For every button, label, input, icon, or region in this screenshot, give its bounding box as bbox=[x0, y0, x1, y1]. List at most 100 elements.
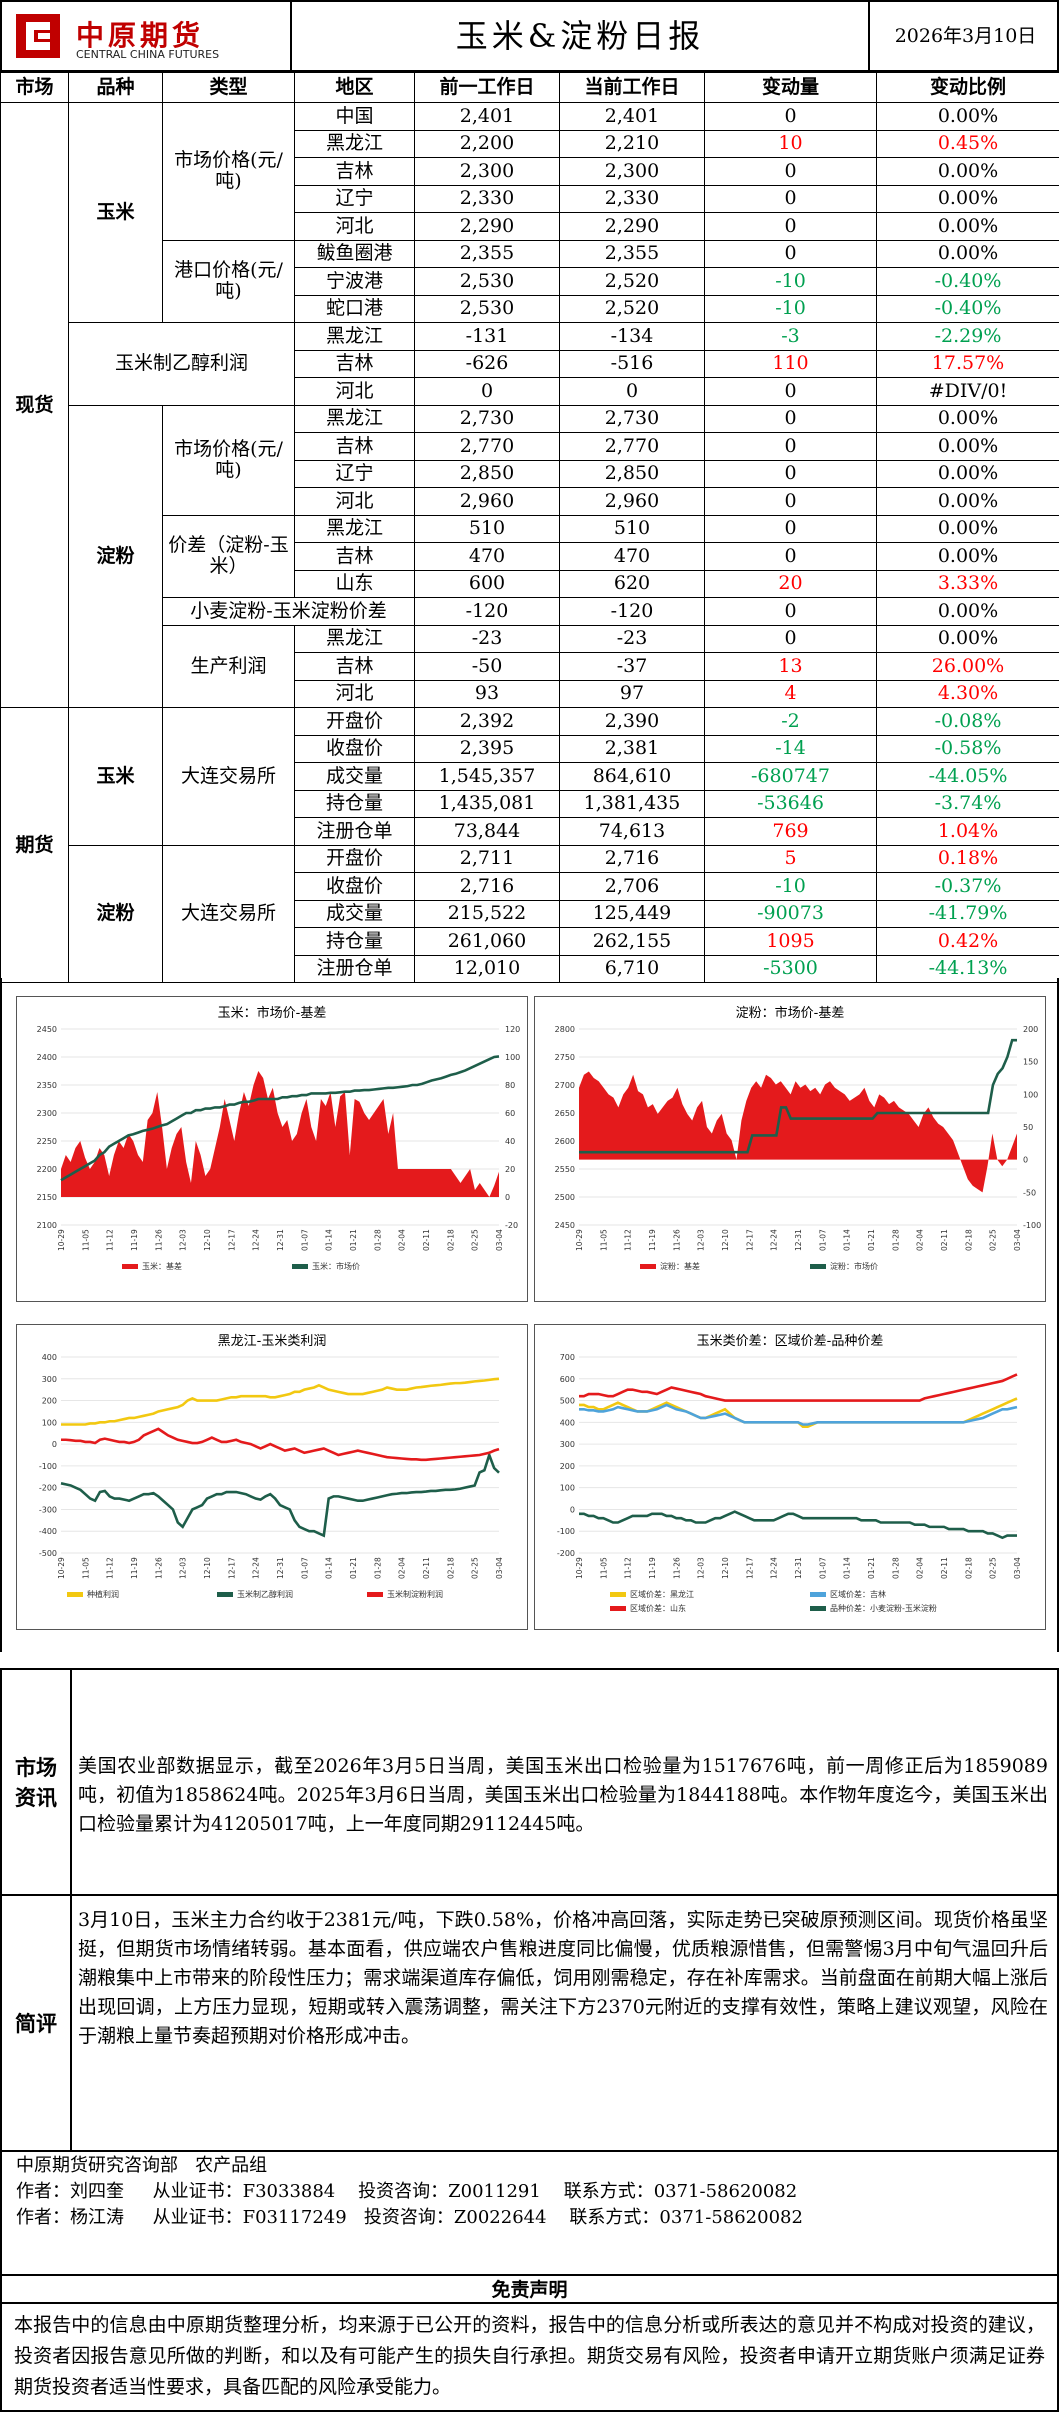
change-cell: -10 bbox=[704, 294, 877, 323]
column-header: 地区 bbox=[294, 72, 415, 103]
prev-value-cell: 1,545,357 bbox=[414, 762, 560, 791]
legend-label: 品种价差：小麦淀粉-玉米淀粉 bbox=[830, 1603, 937, 1613]
legend-label: 区域价差：吉林 bbox=[830, 1589, 886, 1599]
legend-label: 淀粉：市场价 bbox=[830, 1261, 878, 1271]
variety-corn-futures-cell: 玉米 bbox=[68, 707, 163, 846]
y2-tick-label: 20 bbox=[505, 1165, 515, 1174]
table-row: 宁波港 2,530 2,520 -10 -0.40% bbox=[1, 267, 1059, 296]
x-tick-label: 10-29 bbox=[57, 1229, 66, 1251]
legend-label: 种植利润 bbox=[87, 1589, 119, 1599]
y-tick-label: -300 bbox=[39, 1505, 57, 1514]
prev-value-cell: 2,330 bbox=[414, 184, 560, 213]
curr-value-cell: 2,330 bbox=[559, 184, 705, 213]
x-tick-label: 12-03 bbox=[179, 1229, 188, 1251]
change-cell: 0 bbox=[704, 514, 877, 543]
change-cell: -14 bbox=[704, 734, 877, 763]
change-pct-cell: 0.00% bbox=[876, 514, 1059, 543]
x-tick-label: 03-04 bbox=[1013, 1229, 1022, 1251]
region-cell: 开盘价 bbox=[294, 707, 415, 736]
x-tick-label: 01-07 bbox=[300, 1229, 309, 1251]
prev-value-cell: 0 bbox=[414, 377, 560, 406]
legend-label: 玉米：基差 bbox=[142, 1261, 182, 1271]
curr-value-cell: 2,290 bbox=[559, 212, 705, 241]
prev-value-cell: 2,770 bbox=[414, 432, 560, 461]
x-tick-label: 01-14 bbox=[843, 1557, 852, 1579]
prev-value-cell: 1,435,081 bbox=[414, 789, 560, 818]
type-cell: 市场价格(元/吨) bbox=[162, 404, 295, 516]
change-cell: 0 bbox=[704, 432, 877, 461]
x-tick-label: 11-19 bbox=[130, 1229, 139, 1251]
change-pct-cell: 0.00% bbox=[876, 404, 1059, 433]
curr-value-cell: 2,300 bbox=[559, 157, 705, 186]
region-cell: 黑龙江 bbox=[294, 404, 415, 433]
legend-label: 淀粉：基差 bbox=[660, 1261, 700, 1271]
change-pct-cell: 0.00% bbox=[876, 212, 1059, 241]
x-tick-label: 12-24 bbox=[252, 1557, 261, 1579]
x-tick-label: 12-10 bbox=[203, 1229, 212, 1251]
legend-swatch bbox=[610, 1592, 626, 1597]
y2-tick-label: 0 bbox=[505, 1193, 510, 1202]
column-header: 变动量 bbox=[704, 72, 877, 103]
prev-value-cell: 2,401 bbox=[414, 102, 560, 131]
curr-value-cell: -134 bbox=[559, 322, 705, 351]
price-table: 市场 品种 类型 地区 前一工作日 当前工作日 变动量 变动比例 现货 玉米 市场价格(元/吨) 中国… bbox=[0, 72, 1059, 983]
region-cell: 鲅鱼圈港 bbox=[294, 239, 415, 268]
y-tick-label: 100 bbox=[560, 1484, 575, 1493]
change-pct-cell: 1.04% bbox=[876, 817, 1059, 846]
y-tick-label: 200 bbox=[560, 1462, 575, 1471]
region-cell: 成交量 bbox=[294, 762, 415, 791]
chart-starch-basis: 淀粉：市场价-基差 2800 2750 2700 2650 2600 2550 2500 245… bbox=[534, 996, 1046, 1302]
change-cell: -90073 bbox=[704, 899, 877, 928]
chart-heilongjiang-profit: 黑龙江-玉米类利润 400 300 200 100 0 -100 -200 -300 -400 -5… bbox=[16, 1324, 528, 1630]
curr-value-cell: -120 bbox=[559, 597, 705, 626]
table-row: 吉林 2,300 2,300 0 0.00% bbox=[1, 157, 1059, 186]
legend-swatch bbox=[640, 1264, 656, 1269]
type-cell: 小麦淀粉-玉米淀粉价差 bbox=[162, 597, 415, 626]
chart-svg: 黑龙江-玉米类利润 400 300 200 100 0 -100 -200 -300 -400 -5… bbox=[39, 1334, 504, 1599]
legend-label: 区域价差：山东 bbox=[630, 1603, 686, 1613]
table-row: 辽宁 2,330 2,330 0 0.00% bbox=[1, 184, 1059, 213]
x-tick-label: 12-10 bbox=[721, 1557, 730, 1579]
x-tick-label: 11-05 bbox=[81, 1229, 90, 1251]
author-line-1: 作者：刘四奎 从业证书：F3033884 投资咨询：Z0011291 联系方式：… bbox=[16, 2181, 798, 2202]
table-row: 辽宁 2,850 2,850 0 0.00% bbox=[1, 459, 1059, 488]
x-tick-label: 02-25 bbox=[471, 1557, 480, 1579]
series-line bbox=[60, 1451, 500, 1538]
table-header-row: 市场 品种 类型 地区 前一工作日 当前工作日 变动量 变动比例 bbox=[0, 72, 1059, 103]
x-tick-label: 11-05 bbox=[599, 1557, 608, 1579]
region-cell: 持仓量 bbox=[294, 789, 415, 818]
table-row: 淀粉 大连交易所 开盘价 2,711 2,716 5 0.18% bbox=[1, 844, 1059, 983]
series-area bbox=[61, 1071, 499, 1197]
y-tick-label: 2400 bbox=[37, 1053, 57, 1062]
variety-starch-futures-cell: 淀粉 bbox=[68, 844, 163, 983]
legend-swatch bbox=[367, 1592, 383, 1597]
y-tick-label: -500 bbox=[39, 1549, 57, 1558]
change-cell: 20 bbox=[704, 569, 877, 598]
x-tick-label: 01-21 bbox=[349, 1557, 358, 1579]
y-tick-label: -200 bbox=[557, 1549, 575, 1558]
review-text: 3月10日，玉米主力合约收于2381元/吨，下跌0.58%，价格冲高回落，实际走… bbox=[78, 1909, 1048, 2047]
y-tick-label: 2450 bbox=[37, 1025, 57, 1034]
region-cell: 辽宁 bbox=[294, 459, 415, 488]
author-line-2: 作者：杨江涛 从业证书：F03117249 投资咨询：Z0022644 联系方式… bbox=[16, 2207, 803, 2228]
x-tick-label: 12-17 bbox=[745, 1229, 754, 1251]
x-tick-label: 01-14 bbox=[843, 1229, 852, 1251]
prev-value-cell: 2,355 bbox=[414, 239, 560, 268]
x-tick-label: 01-28 bbox=[891, 1557, 900, 1579]
x-tick-label: 12-10 bbox=[721, 1229, 730, 1251]
change-pct-cell: 0.42% bbox=[876, 927, 1059, 956]
column-header: 品种 bbox=[68, 72, 163, 103]
region-cell: 注册仓单 bbox=[294, 954, 415, 983]
y-tick-label: 2300 bbox=[37, 1109, 57, 1118]
change-pct-cell: -0.37% bbox=[876, 872, 1059, 901]
table-row: 注册仓单 12,010 6,710 -5300 -44.13% bbox=[1, 954, 1059, 983]
change-cell: -680747 bbox=[704, 762, 877, 791]
table-row: 河北 2,290 2,290 0 0.00% bbox=[1, 212, 1059, 241]
report-date: 2026年3月10日 bbox=[894, 25, 1037, 47]
prev-value-cell: 600 bbox=[414, 569, 560, 598]
curr-value-cell: -23 bbox=[559, 624, 705, 653]
variety-starch-cell: 淀粉 bbox=[68, 404, 163, 708]
x-tick-label: 11-05 bbox=[599, 1229, 608, 1251]
x-tick-label: 11-26 bbox=[672, 1229, 681, 1251]
